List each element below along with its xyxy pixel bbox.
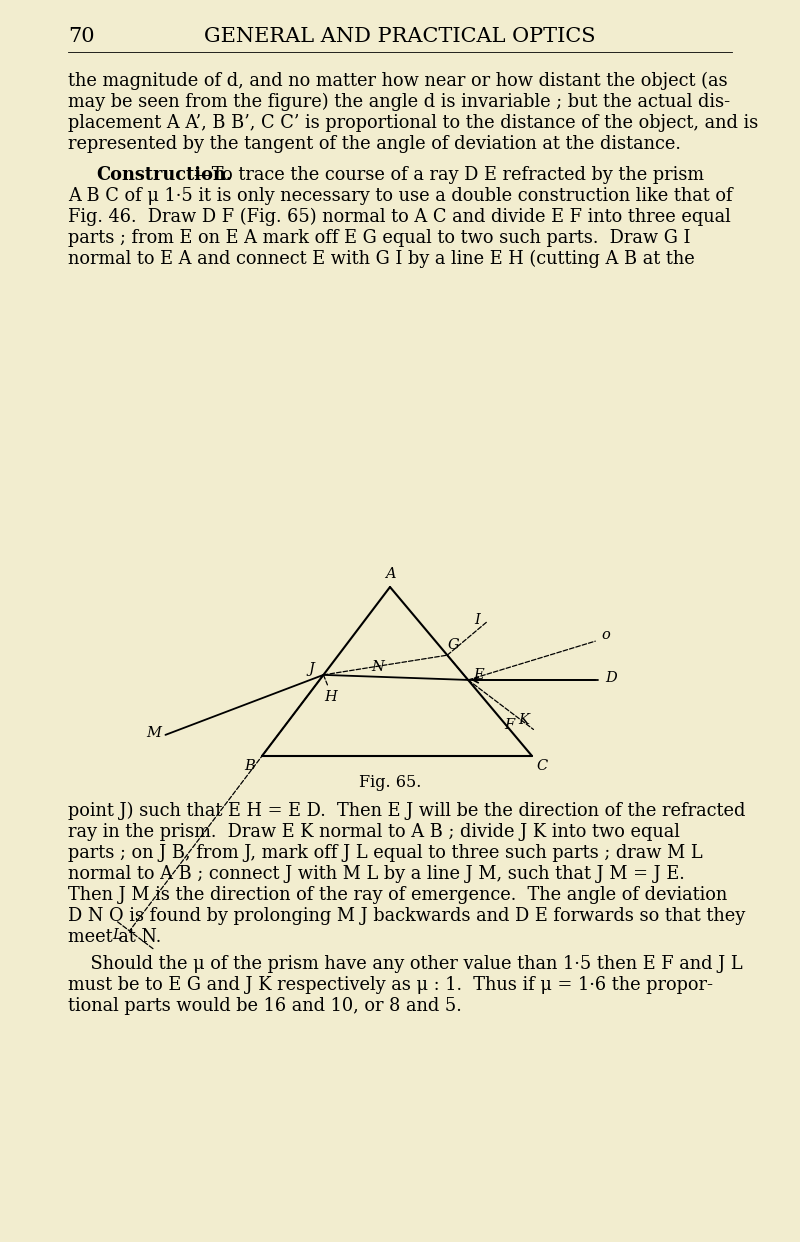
Text: must be to E G and J K respectively as μ : 1.  Thus if μ = 1·6 the propor-: must be to E G and J K respectively as μ…	[68, 976, 713, 994]
Text: Fig. 46.  Draw D F (Fig. 65) normal to A C and divide E F into three equal: Fig. 46. Draw D F (Fig. 65) normal to A …	[68, 207, 730, 226]
Text: Then J M is the direction of the ray of emergence.  The angle of deviation: Then J M is the direction of the ray of …	[68, 886, 727, 904]
Text: L: L	[113, 928, 122, 941]
Text: G: G	[447, 638, 459, 652]
Text: placement A A’, B B’, C C’ is proportional to the distance of the object, and is: placement A A’, B B’, C C’ is proportion…	[68, 114, 758, 132]
Text: normal to A B ; connect J with M L by a line J M, such that J M = J E.: normal to A B ; connect J with M L by a …	[68, 864, 685, 883]
Text: K: K	[518, 713, 529, 728]
Text: I: I	[474, 612, 480, 627]
Text: C: C	[536, 759, 548, 773]
Text: tional parts would be 16 and 10, or 8 and 5.: tional parts would be 16 and 10, or 8 an…	[68, 997, 462, 1015]
Text: D: D	[606, 671, 617, 684]
Text: Should the μ of the prism have any other value than 1·5 then E F and J L: Should the μ of the prism have any other…	[68, 955, 742, 972]
Text: E: E	[473, 668, 483, 682]
Text: H: H	[324, 689, 337, 704]
Text: represented by the tangent of the angle of deviation at the distance.: represented by the tangent of the angle …	[68, 135, 681, 153]
Text: point J) such that E H = E D.  Then E J will be the direction of the refracted: point J) such that E H = E D. Then E J w…	[68, 802, 746, 820]
Text: 70: 70	[68, 27, 94, 46]
Text: A: A	[385, 568, 395, 581]
Text: —To trace the course of a ray D E refracted by the prism: —To trace the course of a ray D E refrac…	[194, 166, 704, 184]
Text: M: M	[146, 725, 161, 740]
Text: the magnitude of d, and no matter how near or how distant the object (as: the magnitude of d, and no matter how ne…	[68, 72, 728, 91]
Text: may be seen from the figure) the angle d is invariable ; but the actual dis-: may be seen from the figure) the angle d…	[68, 93, 730, 112]
Text: meet at N.: meet at N.	[68, 928, 162, 946]
Text: Fig. 65.: Fig. 65.	[359, 774, 421, 791]
Text: D N O is found by prolonging M J backwards and D E forwards so that they: D N O is found by prolonging M J backwar…	[68, 907, 746, 925]
Text: Construction.: Construction.	[96, 166, 232, 184]
Text: GENERAL AND PRACTICAL OPTICS: GENERAL AND PRACTICAL OPTICS	[204, 27, 596, 46]
Text: parts ; from E on E A mark off E G equal to two such parts.  Draw G I: parts ; from E on E A mark off E G equal…	[68, 229, 690, 247]
Text: o: o	[601, 628, 610, 642]
Text: ray in the prism.  Draw E K normal to A B ; divide J K into two equal: ray in the prism. Draw E K normal to A B…	[68, 823, 680, 841]
Text: F: F	[504, 718, 514, 732]
Text: A B C of μ 1·5 it is only necessary to use a double construction like that of: A B C of μ 1·5 it is only necessary to u…	[68, 188, 733, 205]
Text: normal to E A and connect E with G I by a line E H (cutting A B at the: normal to E A and connect E with G I by …	[68, 250, 694, 268]
Text: J: J	[309, 662, 314, 676]
Text: N: N	[371, 660, 384, 673]
Text: parts ; on J B, from J, mark off J L equal to three such parts ; draw M L: parts ; on J B, from J, mark off J L equ…	[68, 845, 702, 862]
Text: B: B	[245, 759, 255, 773]
